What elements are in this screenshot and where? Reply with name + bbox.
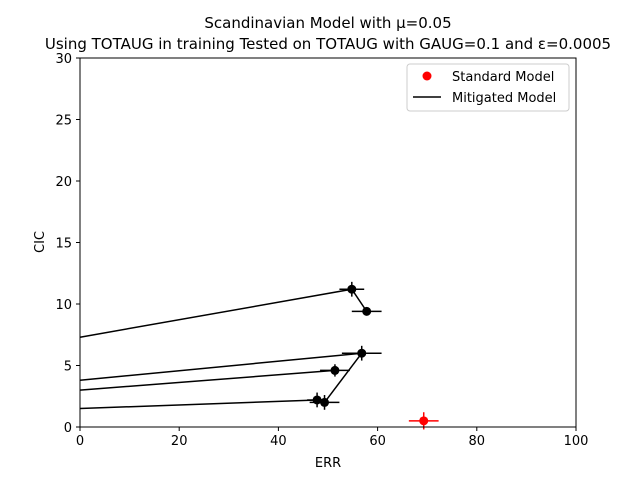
x-tick-label: 60 xyxy=(369,434,386,449)
mitigated-point xyxy=(357,348,367,358)
legend: Standard Model Mitigated Model xyxy=(406,63,570,112)
y-tick-label: 5 xyxy=(64,360,72,375)
mitigated-series-line xyxy=(323,352,363,403)
chart-title-line1: Scandinavian Model with μ=0.05 xyxy=(204,14,451,32)
mitigated-series-line xyxy=(79,352,362,382)
y-axis-label: CIC xyxy=(33,231,48,253)
y-tick-label: 30 xyxy=(55,52,72,67)
mitigated-point xyxy=(320,397,330,407)
y-tick-label: 10 xyxy=(55,298,72,313)
x-axis-label: ERR xyxy=(315,456,341,471)
axis-ticks: 0 20 40 60 80 100 0 5 10 15 20 25 30 xyxy=(55,52,588,449)
legend-box xyxy=(406,63,570,112)
x-tick-label: 100 xyxy=(564,434,589,449)
plot-area xyxy=(79,281,439,430)
legend-standard-label: Standard Model xyxy=(452,70,554,85)
mitigated-series-line xyxy=(79,288,368,338)
legend-standard-marker xyxy=(422,71,432,81)
legend-mitigated-label: Mitigated Model xyxy=(452,91,556,106)
x-tick-label: 0 xyxy=(76,434,84,449)
y-tick-label: 15 xyxy=(55,237,72,252)
x-tick-label: 40 xyxy=(270,434,287,449)
chart-title-line2: Using TOTAUG in training Tested on TOTAU… xyxy=(45,35,611,53)
y-tick-label: 25 xyxy=(55,114,72,129)
mitigated-point xyxy=(347,284,357,294)
y-tick-label: 0 xyxy=(64,421,72,436)
y-tick-label: 20 xyxy=(55,175,72,190)
standard-point xyxy=(419,416,429,426)
mitigated-point xyxy=(362,306,372,316)
x-tick-label: 20 xyxy=(171,434,188,449)
mitigated-series-line xyxy=(79,369,336,391)
mitigated-series-line xyxy=(79,399,318,410)
mitigated-point xyxy=(330,365,340,375)
x-tick-label: 80 xyxy=(469,434,486,449)
